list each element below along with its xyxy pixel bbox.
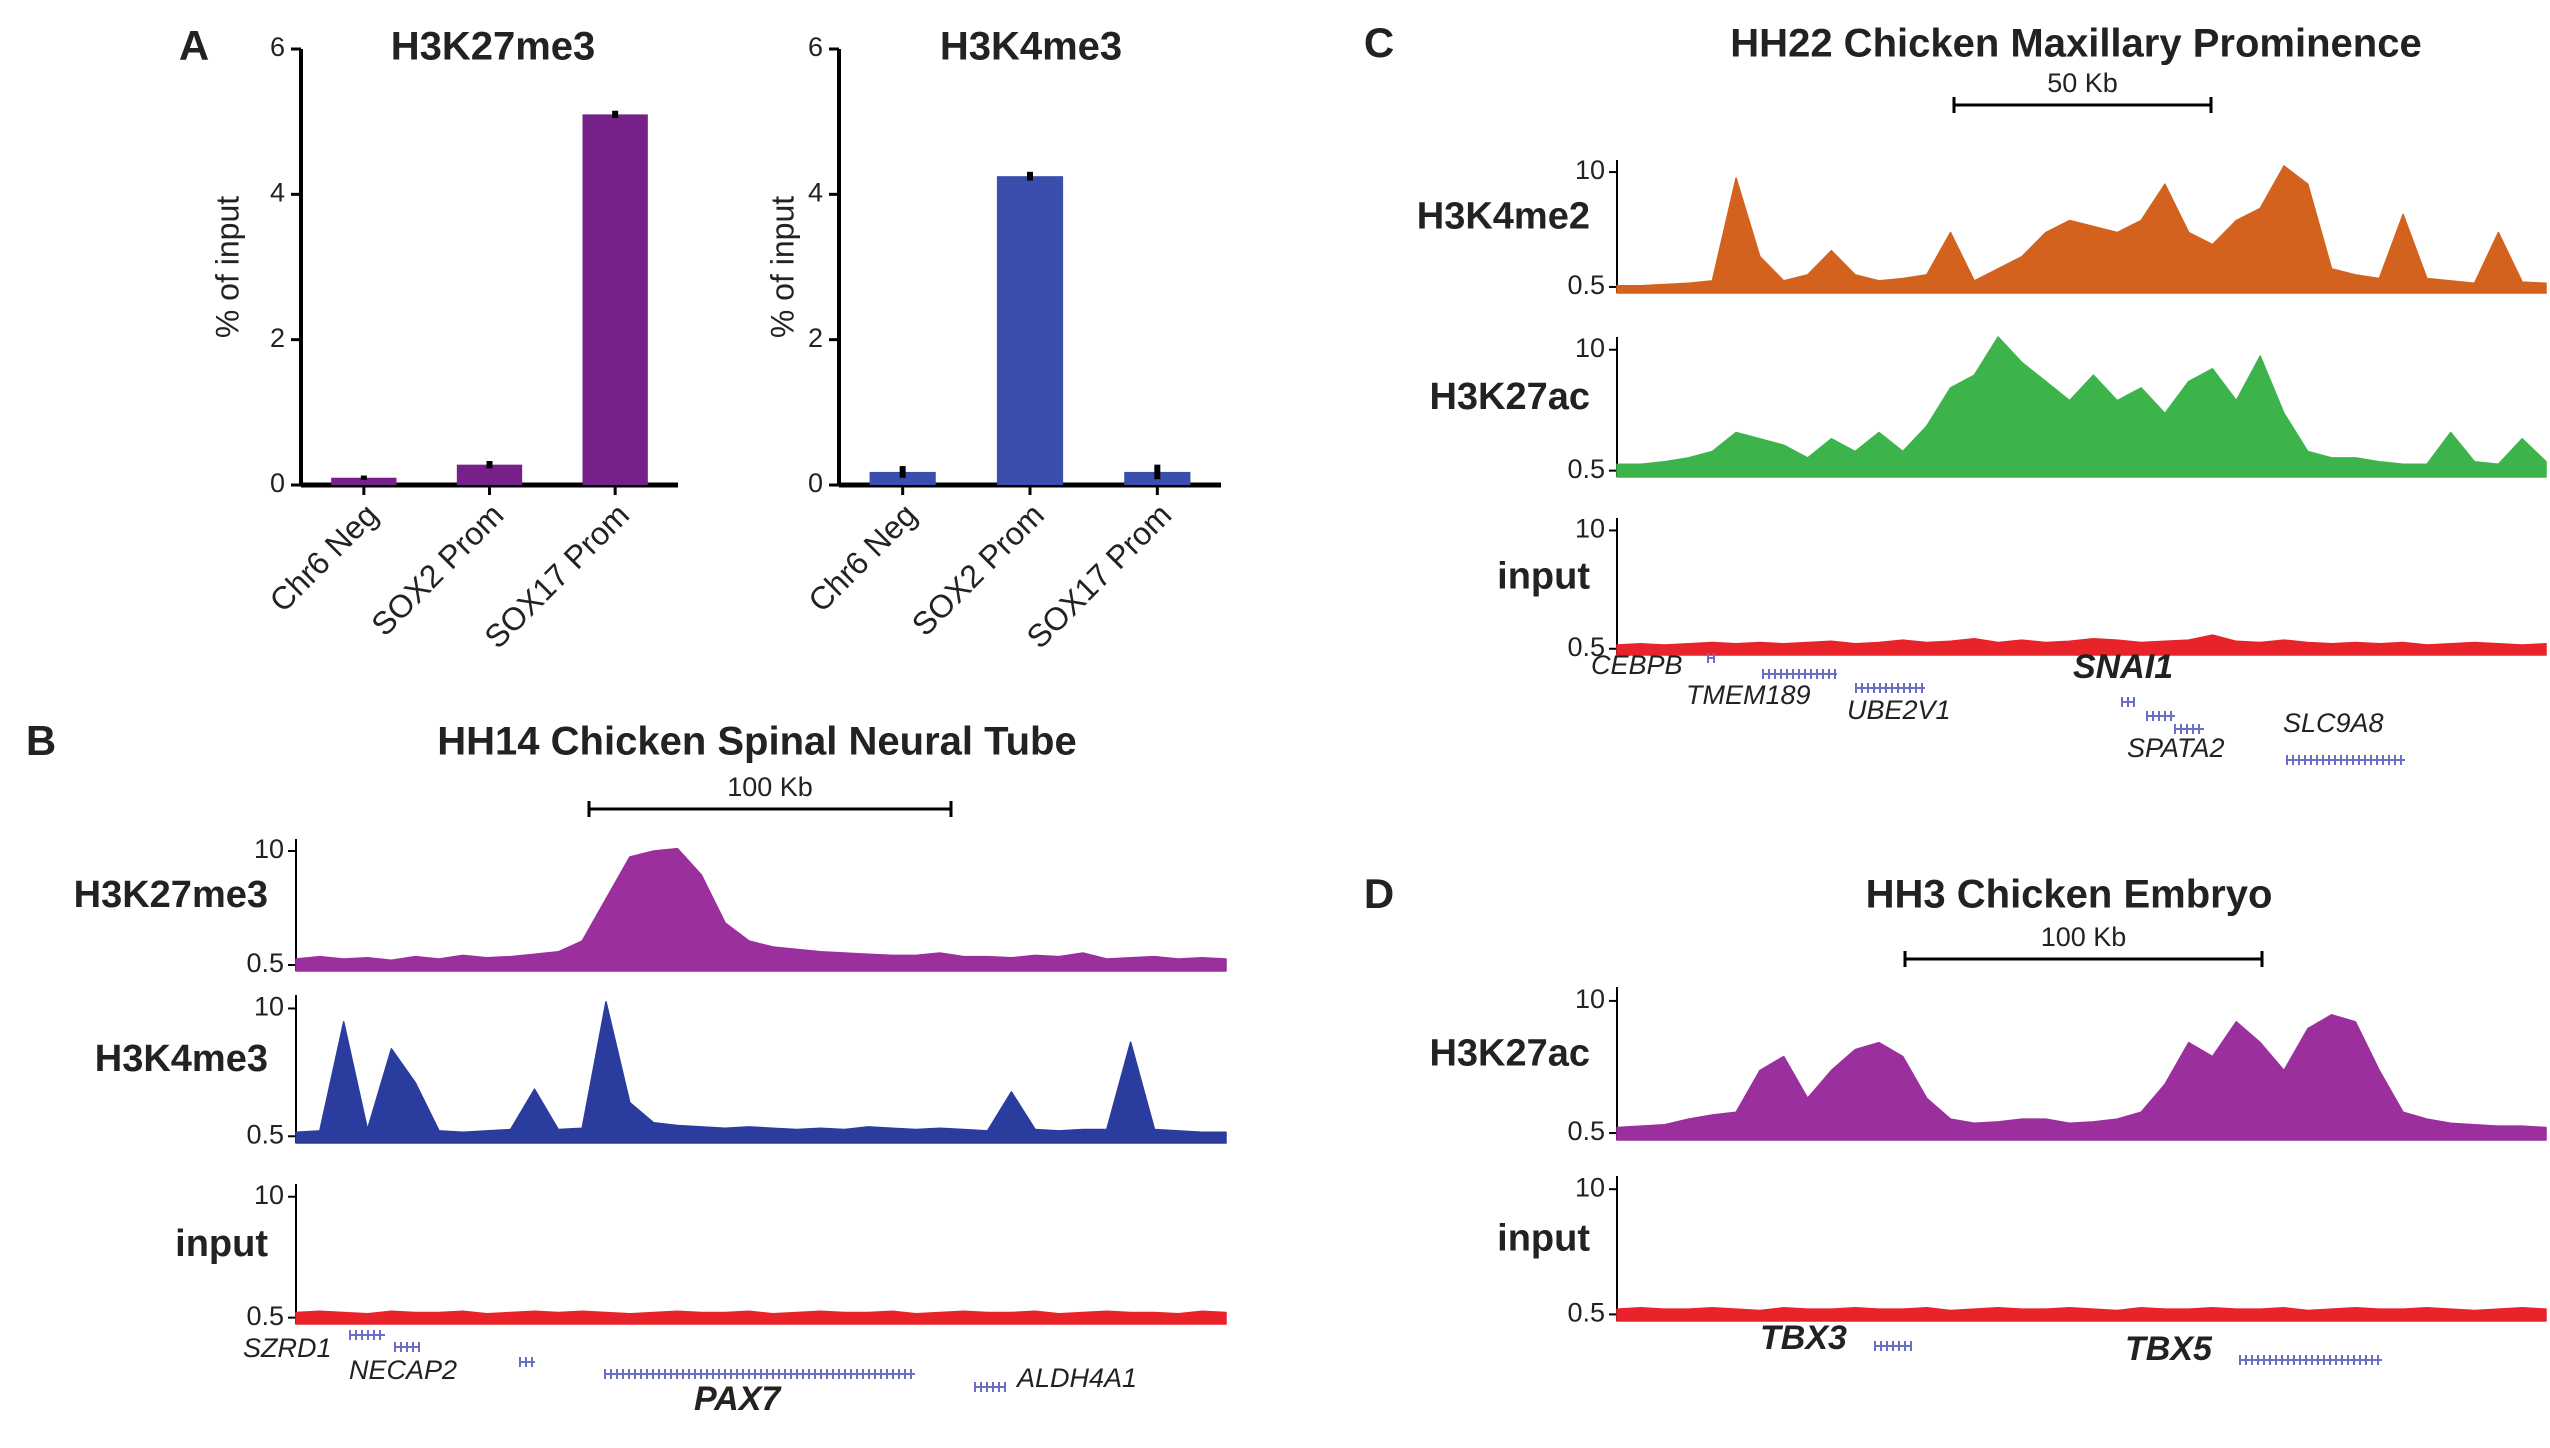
bar	[456, 464, 523, 485]
y-tick-label: 0	[270, 468, 285, 498]
track-label: input	[175, 1223, 268, 1265]
gene-label: TMEM189	[1686, 680, 1811, 710]
y-tick-label: 0.5	[1567, 632, 1605, 662]
y-tick-label: 2	[270, 323, 285, 353]
gene-label: TBX5	[2125, 1330, 2213, 1368]
y-tick-label: 2	[808, 323, 823, 353]
x-tick-label: Chr6 Neg	[262, 496, 384, 618]
y-tick-label: 6	[808, 32, 823, 62]
y-tick-label: 6	[270, 32, 285, 62]
y-tick-label: 0.5	[246, 1301, 284, 1331]
y-tick-label: 10	[254, 992, 284, 1022]
panel-letter: D	[1364, 870, 1394, 917]
x-tick-label: Chr6 Neg	[801, 496, 923, 618]
y-tick-label: 0	[808, 468, 823, 498]
gene-label: UBE2V1	[1847, 695, 1951, 725]
scale-bar-label: 100 Kb	[727, 772, 813, 802]
y-tick-label: 0.5	[1567, 1298, 1605, 1328]
signal-area	[1616, 336, 2547, 478]
chart-title: H3K4me3	[940, 25, 1122, 69]
panel-letter: A	[179, 22, 209, 69]
y-tick-label: 10	[1575, 514, 1605, 544]
gene-label: CEBPB	[1591, 650, 1683, 680]
gene-label: TBX3	[1760, 1319, 1847, 1357]
y-tick-label: 4	[270, 177, 285, 207]
bar	[331, 477, 397, 485]
scale-bar-label: 100 Kb	[2041, 922, 2127, 952]
signal-area	[295, 1310, 1227, 1325]
signal-area	[1616, 165, 2547, 294]
bar	[996, 176, 1064, 485]
y-tick-label: 10	[254, 1180, 284, 1210]
y-tick-label: 10	[1575, 1172, 1605, 1202]
gene-label: SLC9A8	[2283, 708, 2384, 738]
y-axis-label: % of input	[209, 196, 245, 338]
gene-label: SNAI1	[2073, 648, 2173, 686]
y-tick-label: 10	[254, 834, 284, 864]
signal-area	[1616, 1014, 2547, 1141]
chart-title: H3K27me3	[391, 25, 596, 69]
track-label: H3K27me3	[74, 874, 268, 916]
scale-bar-label: 50 Kb	[2047, 68, 2118, 98]
y-tick-label: 0.5	[246, 948, 284, 978]
y-axis-label: % of input	[764, 196, 800, 338]
panel-letter: B	[26, 717, 56, 764]
y-tick-label: 4	[808, 177, 823, 207]
y-tick-label: 10	[1575, 984, 1605, 1014]
signal-area	[295, 1000, 1227, 1144]
signal-area	[1616, 1307, 2547, 1322]
track-label: input	[1497, 556, 1590, 598]
gene-label: PAX7	[694, 1380, 782, 1418]
chart-title: HH14 Chicken Spinal Neural Tube	[437, 720, 1076, 764]
track-label: input	[1497, 1218, 1590, 1260]
chart-title: HH3 Chicken Embryo	[1866, 873, 2273, 917]
y-tick-label: 0.5	[1567, 270, 1605, 300]
bar	[582, 114, 648, 486]
y-tick-label: 10	[1575, 155, 1605, 185]
gene-label: NECAP2	[349, 1355, 457, 1385]
panel-letter: C	[1364, 19, 1394, 66]
gene-label: SZRD1	[243, 1333, 332, 1363]
gene-label: ALDH4A1	[1015, 1363, 1137, 1393]
y-tick-label: 10	[1575, 333, 1605, 363]
track-label: H3K4me3	[95, 1038, 268, 1080]
signal-area	[295, 847, 1227, 972]
track-label: H3K4me2	[1417, 196, 1590, 238]
y-tick-label: 0.5	[1567, 1116, 1605, 1146]
chart-title: HH22 Chicken Maxillary Prominence	[1730, 22, 2421, 66]
y-tick-label: 0.5	[1567, 454, 1605, 484]
track-label: H3K27ac	[1429, 376, 1590, 418]
track-label: H3K27ac	[1429, 1033, 1590, 1075]
y-tick-label: 0.5	[246, 1119, 284, 1149]
signal-area	[1616, 634, 2547, 656]
bar	[869, 471, 936, 485]
gene-label: SPATA2	[2127, 733, 2225, 763]
